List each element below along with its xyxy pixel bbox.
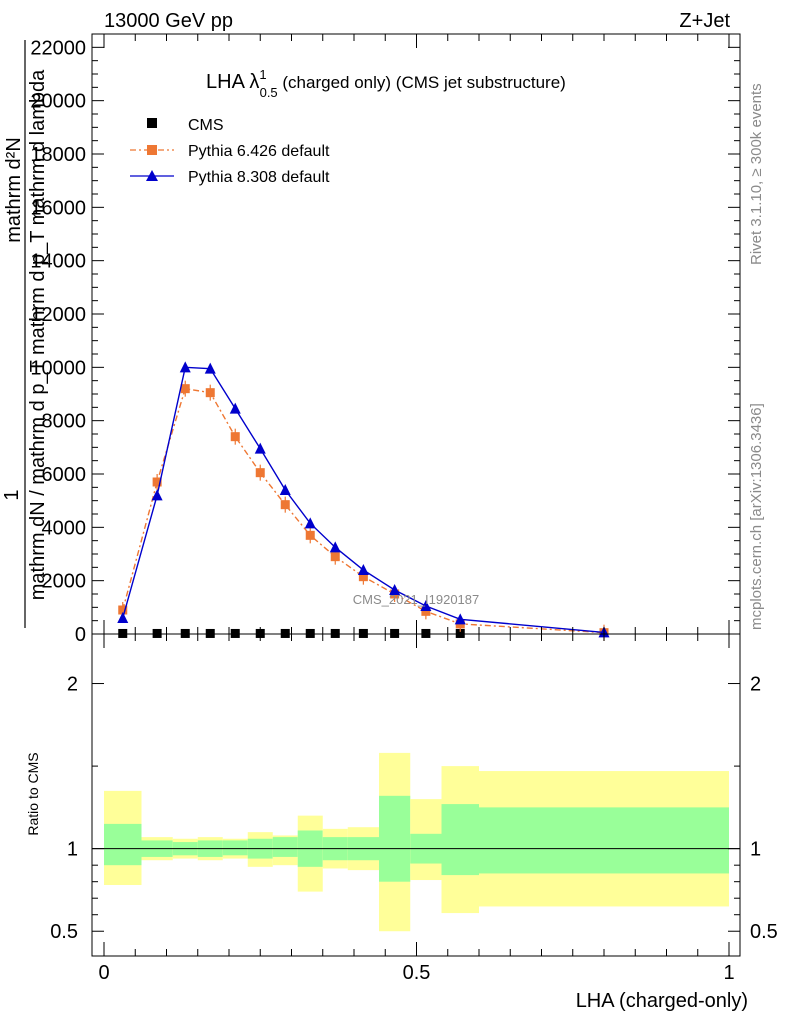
data-point-cms bbox=[180, 628, 190, 638]
ratio-band-inner bbox=[222, 840, 248, 856]
ratio-band-inner bbox=[479, 807, 729, 874]
data-point-pythia-6-426-default bbox=[152, 477, 162, 487]
main-y-tick-label: 8000 bbox=[42, 411, 87, 433]
plot-title: LHA λ1 0.5 (charged only) (CMS jet substr… bbox=[206, 67, 566, 100]
data-point-pythia-8-308-default bbox=[229, 402, 241, 414]
y-label-numerator: mathrm d²N bbox=[3, 137, 25, 243]
data-point-pythia-8-308-default bbox=[279, 484, 291, 495]
main-y-tick-label: 10000 bbox=[30, 357, 86, 379]
ratio-y-label: Ratio to CMS bbox=[25, 752, 41, 835]
data-point-cms bbox=[205, 628, 215, 638]
legend-label-pythia8: Pythia 8.308 default bbox=[188, 169, 330, 186]
y-label-denominator: mathrm dN / mathrm d p_T mathrm d p_T ma… bbox=[27, 69, 49, 600]
data-point-pythia-6-426-default bbox=[205, 388, 215, 398]
main-y-tick-label: 0 bbox=[75, 624, 86, 646]
ratio-y-tick-label-right: 1 bbox=[750, 839, 761, 861]
data-point-pythia-6-426-default bbox=[358, 572, 368, 582]
main-y-tick-label: 22000 bbox=[30, 37, 86, 59]
data-point-pythia-8-308-default bbox=[357, 564, 369, 575]
data-point-cms bbox=[152, 628, 162, 638]
data-point-pythia-6-426-default bbox=[118, 605, 128, 615]
main-y-tick-label: 6000 bbox=[42, 464, 87, 486]
data-point-cms bbox=[230, 628, 240, 638]
analysis-watermark: CMS_2021_I1920187 bbox=[353, 592, 480, 607]
data-point-cms bbox=[390, 628, 400, 638]
main-x-axis-ticks bbox=[103, 34, 730, 634]
legend-marker-pythia8 bbox=[146, 170, 158, 181]
data-point-pythia-6-426-default bbox=[421, 606, 431, 616]
data-point-cms bbox=[455, 628, 465, 638]
main-y-tick-label: 14000 bbox=[30, 251, 86, 273]
data-point-pythia-6-426-default bbox=[230, 432, 240, 442]
main-y-axis-label: mathrm d²N 1 mathrm dN / mathrm d p_T ma… bbox=[1, 40, 49, 628]
data-point-pythia-8-308-default bbox=[117, 612, 129, 623]
data-point-pythia-6-426-default bbox=[255, 468, 265, 478]
data-point-pythia-8-308-default bbox=[454, 613, 466, 625]
ratio-y-tick-label: 0.5 bbox=[50, 921, 78, 943]
data-point-cms bbox=[421, 628, 431, 638]
x-axis-label: LHA (charged-only) bbox=[576, 990, 748, 1012]
data-point-pythia-8-308-default bbox=[389, 584, 401, 595]
legend-label-pythia6: Pythia 6.426 default bbox=[188, 143, 330, 160]
data-point-pythia-8-308-default bbox=[329, 541, 341, 553]
data-point-cms bbox=[305, 628, 315, 638]
main-y-tick-label: 12000 bbox=[30, 304, 86, 326]
header-process: Z+Jet bbox=[679, 10, 730, 32]
ratio-plot-panel: 0.5 0.51 12 2 0 0.5 1 Ratio to CMS LHA (charg… bbox=[25, 633, 778, 1012]
header-beam-energy: 13000 GeV pp bbox=[104, 10, 233, 32]
data-point-pythia-8-308-default bbox=[151, 489, 163, 501]
data-point-pythia-6-426-default bbox=[180, 384, 190, 394]
data-point-pythia-8-308-default bbox=[304, 517, 316, 529]
ratio-x-tick-label: 0 bbox=[98, 962, 109, 984]
ratio-x-tick-label: 0.5 bbox=[403, 962, 431, 984]
legend-marker-cms bbox=[147, 118, 157, 128]
ratio-y-tick-label: 1 bbox=[67, 839, 78, 861]
data-point-pythia-8-308-default bbox=[420, 600, 432, 611]
data-point-pythia-6-426-default bbox=[280, 500, 290, 510]
mcplots-label: mcplots.cern.ch [arXiv:1306.3436] bbox=[748, 403, 765, 630]
data-point-cms bbox=[280, 628, 290, 638]
y-label-one: 1 bbox=[1, 489, 23, 500]
ratio-y-tick-label: 2 bbox=[67, 674, 78, 696]
main-plot-panel: 0 2000 4000 6000 8000 10000 12000 14000 16000 180… bbox=[1, 33, 741, 646]
legend-marker-pythia6 bbox=[147, 145, 157, 155]
ratio-band-inner bbox=[272, 837, 298, 857]
data-point-pythia-8-308-default bbox=[254, 442, 266, 454]
ratio-band-inner bbox=[104, 823, 142, 866]
data-point-pythia-6-426-default bbox=[330, 552, 340, 562]
ratio-bands bbox=[104, 752, 729, 932]
data-point-pythia-8-308-default bbox=[204, 362, 216, 374]
main-y-tick-label: 18000 bbox=[30, 144, 86, 166]
data-point-cms bbox=[330, 628, 340, 638]
rivet-version-label: Rivet 3.1.10, ≥ 300k events bbox=[748, 83, 765, 265]
main-y-axis: 0 2000 4000 6000 8000 10000 12000 14000 16000 180… bbox=[30, 37, 740, 646]
ratio-x-tick-label: 1 bbox=[723, 962, 734, 984]
legend: CMS Pythia 6.426 default Pythia 8.308 de… bbox=[130, 117, 330, 186]
series-line-pythia-8-308-default bbox=[122, 366, 605, 634]
ratio-x-axis: 0 0.5 1 bbox=[98, 634, 735, 984]
ratio-band-inner bbox=[441, 804, 479, 876]
main-y-tick-label: 16000 bbox=[30, 197, 86, 219]
ratio-band-inner bbox=[379, 795, 411, 882]
main-y-tick-label: 20000 bbox=[30, 91, 86, 113]
data-point-pythia-6-426-default bbox=[305, 530, 315, 540]
ratio-y-tick-label-right: 2 bbox=[750, 674, 761, 696]
ratio-y-axis: 0.5 0.5 1 1 2 2 bbox=[50, 674, 778, 944]
main-y-tick-label: 2000 bbox=[42, 571, 87, 593]
data-point-cms bbox=[118, 628, 128, 638]
ratio-y-tick-label-right: 0.5 bbox=[750, 921, 778, 943]
data-point-cms bbox=[358, 628, 368, 638]
legend-label-cms: CMS bbox=[188, 117, 224, 134]
main-y-tick-label: 4000 bbox=[42, 517, 87, 539]
data-point-pythia-8-308-default bbox=[179, 361, 191, 373]
